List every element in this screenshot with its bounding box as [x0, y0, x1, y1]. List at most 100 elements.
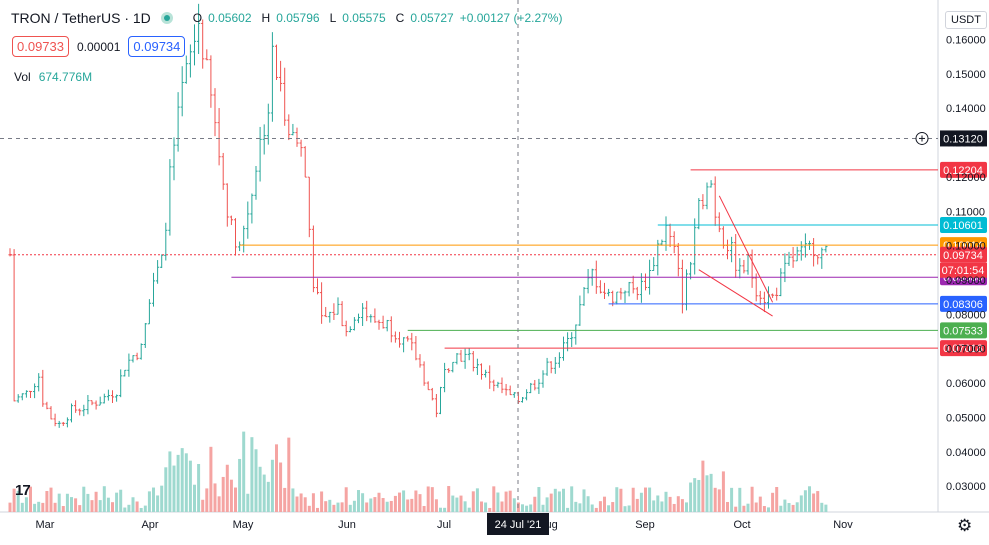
volume-bar — [680, 499, 684, 512]
price-label-box — [940, 161, 987, 178]
open-key: O — [192, 11, 203, 25]
volume-bar — [402, 490, 406, 512]
volume-bar — [721, 471, 725, 512]
volume-bar — [791, 504, 795, 512]
volume-bar — [303, 497, 307, 512]
volume-bar — [455, 497, 459, 512]
y-tick-label: 0.03000 — [946, 481, 986, 493]
volume-bar — [820, 502, 824, 512]
volume-bar — [238, 458, 242, 512]
volume-bar — [258, 466, 262, 512]
volume-bar — [307, 505, 311, 512]
volume-bar — [574, 501, 578, 512]
symbol-title[interactable]: TRON / TetherUS · 1D — [11, 10, 151, 26]
volume-bar — [521, 504, 524, 512]
volume-bar — [443, 507, 447, 512]
volume-bar — [209, 446, 213, 512]
x-tick-label: Apr — [141, 519, 158, 531]
crosshair-price-label: 0.13120 — [943, 133, 983, 145]
volume-bar — [188, 460, 192, 512]
volume-bar — [20, 502, 24, 512]
volume-bar — [635, 498, 639, 512]
volume-bar — [172, 465, 176, 512]
volume-bar — [816, 491, 820, 512]
volume-bar — [504, 491, 508, 512]
volume-bar — [631, 487, 635, 512]
price-label-box — [940, 322, 987, 339]
volume-bar — [467, 507, 471, 512]
y-tick-label: 0.06000 — [946, 378, 986, 390]
volume-bar — [377, 492, 381, 512]
volume-bar — [131, 497, 135, 512]
volume-bar — [381, 498, 385, 512]
x-tick-label: Sep — [635, 519, 655, 531]
volume-bar — [799, 495, 803, 512]
volume-bar — [41, 502, 45, 512]
close-key: C — [395, 11, 405, 25]
volume-legend[interactable]: Vol 674.776M — [14, 70, 92, 84]
volume-bar — [320, 491, 324, 512]
volume-bar — [422, 506, 426, 512]
volume-bar — [90, 500, 94, 512]
volume-bar — [205, 488, 209, 512]
y-tick-label: 0.08000 — [946, 309, 986, 321]
sell-price-button[interactable]: 0.09733 — [12, 36, 69, 57]
volume-bar — [496, 492, 500, 512]
volume-bar — [570, 486, 574, 512]
chart-legend: TRON / TetherUS · 1D O 0.05602 H 0.05796 L… — [11, 10, 562, 26]
volume-bar — [201, 499, 205, 512]
volume-bar — [45, 490, 49, 512]
volume-bar — [566, 507, 570, 512]
volume-bar — [603, 496, 606, 512]
volume-bar — [639, 492, 643, 512]
volume-bar — [693, 478, 697, 512]
volume-bar — [484, 502, 488, 512]
volume-bar — [12, 488, 16, 512]
volume-bar — [291, 488, 295, 512]
y-tick-label: 0.09000 — [946, 275, 986, 287]
volume-bar — [779, 505, 783, 512]
volume-bar — [738, 487, 742, 512]
buy-price-button[interactable]: 0.09734 — [128, 36, 186, 57]
volume-bar — [373, 497, 377, 512]
market-status-icon — [160, 12, 173, 24]
volume-bar — [664, 491, 668, 512]
volume-bar — [111, 502, 114, 512]
price-label-box — [940, 216, 987, 233]
y-tick-label: 0.04000 — [946, 447, 986, 459]
volume-bar — [652, 500, 656, 512]
crosshair-date-box — [487, 513, 549, 535]
volume-bar — [270, 459, 274, 512]
volume-bar — [164, 467, 168, 512]
volume-bar — [246, 493, 250, 512]
volume-bar — [242, 431, 246, 512]
volume-bar — [180, 448, 184, 512]
gear-icon[interactable]: ⚙ — [957, 516, 973, 535]
volume-bar — [762, 506, 766, 512]
volume-bar — [311, 493, 315, 512]
volume-bar — [410, 498, 414, 512]
volume-bar — [33, 503, 37, 512]
volume-bar — [78, 505, 82, 512]
trendline — [698, 269, 773, 317]
y-tick-label: 0.15000 — [946, 69, 986, 81]
volume-bar — [266, 481, 270, 512]
volume-bar — [750, 486, 754, 512]
crosshair-date-label: 24 Jul '21 — [495, 519, 542, 531]
candles — [8, 3, 828, 428]
x-tick-label: Oct — [733, 519, 750, 531]
currency-badge[interactable]: USDT — [945, 11, 987, 29]
volume-bar — [730, 487, 734, 512]
volume-bar — [586, 496, 590, 512]
volume-bar — [275, 444, 278, 512]
volume-bar — [352, 500, 356, 512]
volume-bar — [689, 482, 693, 512]
volume-bar — [287, 437, 291, 512]
volume-bar — [398, 492, 401, 512]
volume-bar — [53, 502, 57, 512]
y-tick-label: 0.11000 — [946, 206, 985, 218]
volume-bar — [74, 498, 78, 512]
volume-bar — [213, 483, 217, 512]
